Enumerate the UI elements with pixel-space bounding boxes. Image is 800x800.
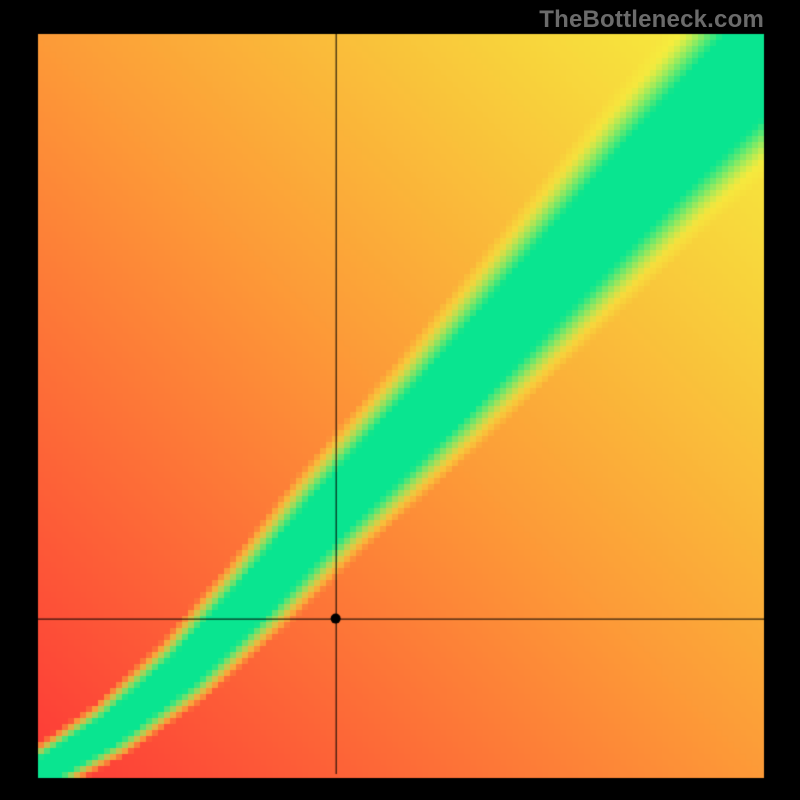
bottleneck-heatmap [0, 0, 800, 800]
chart-container: TheBottleneck.com [0, 0, 800, 800]
watermark-text: TheBottleneck.com [539, 6, 764, 34]
